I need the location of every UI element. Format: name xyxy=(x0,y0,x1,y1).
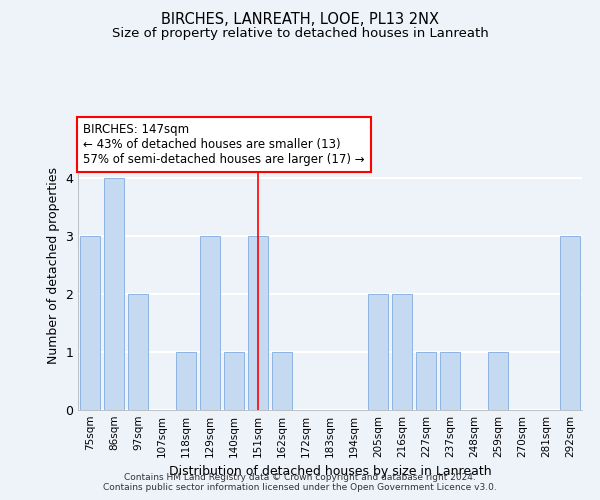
Text: BIRCHES, LANREATH, LOOE, PL13 2NX: BIRCHES, LANREATH, LOOE, PL13 2NX xyxy=(161,12,439,28)
Bar xyxy=(440,352,460,410)
Text: Contains HM Land Registry data © Crown copyright and database right 2024.
Contai: Contains HM Land Registry data © Crown c… xyxy=(103,473,497,492)
Bar xyxy=(104,178,124,410)
Y-axis label: Number of detached properties: Number of detached properties xyxy=(47,166,59,364)
Bar xyxy=(272,352,292,410)
Bar xyxy=(176,352,196,410)
Bar xyxy=(368,294,388,410)
Bar xyxy=(488,352,508,410)
Bar xyxy=(224,352,244,410)
Bar xyxy=(128,294,148,410)
Bar xyxy=(560,236,580,410)
X-axis label: Distribution of detached houses by size in Lanreath: Distribution of detached houses by size … xyxy=(169,466,491,478)
Bar xyxy=(248,236,268,410)
Bar xyxy=(416,352,436,410)
Text: Size of property relative to detached houses in Lanreath: Size of property relative to detached ho… xyxy=(112,28,488,40)
Text: BIRCHES: 147sqm
← 43% of detached houses are smaller (13)
57% of semi-detached h: BIRCHES: 147sqm ← 43% of detached houses… xyxy=(83,123,365,166)
Bar xyxy=(80,236,100,410)
Bar xyxy=(200,236,220,410)
Bar xyxy=(392,294,412,410)
